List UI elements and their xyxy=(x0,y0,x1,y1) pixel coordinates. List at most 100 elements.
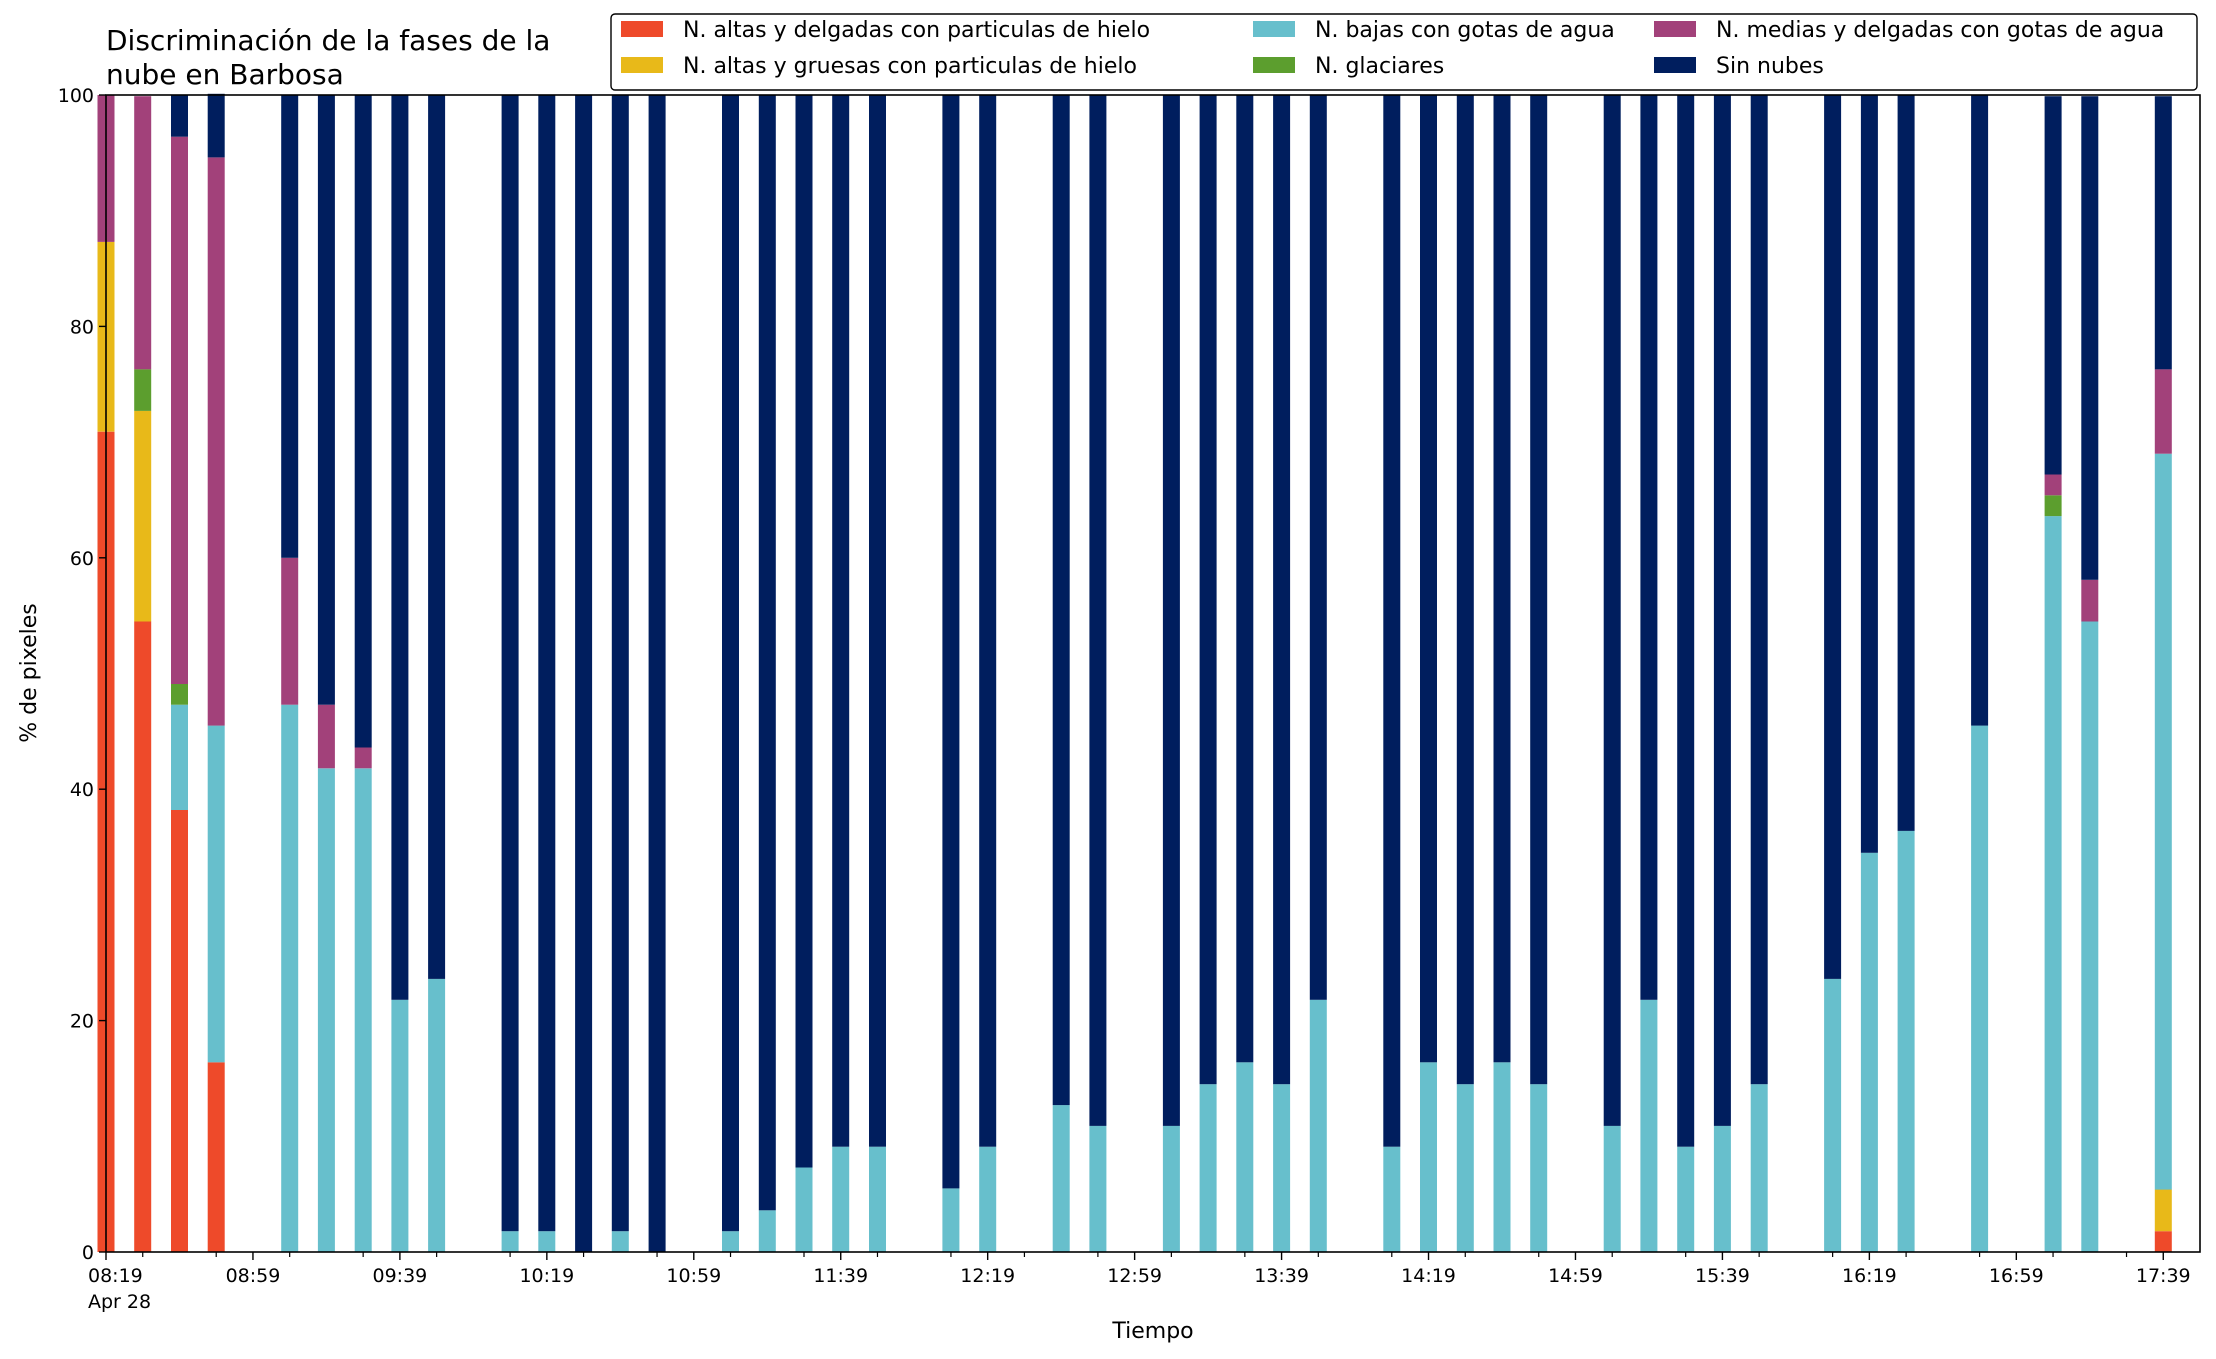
bar-segment-sin-nubes xyxy=(1236,95,1254,1063)
y-tick-label: 20 xyxy=(70,1011,94,1033)
bar-segment-sin-nubes xyxy=(832,95,850,1147)
bar-segment-n-bajas-con-gotas-de-agua xyxy=(722,1231,739,1252)
bar-segment-sin-nubes xyxy=(428,95,446,979)
x-tick-label: 11:39 xyxy=(813,1265,868,1287)
bar-segment-n-bajas-con-gotas-de-agua xyxy=(171,704,188,810)
bar-segment-sin-nubes xyxy=(207,93,225,158)
bar-segment-n-medias-y-delgadas-con-gotas-de-agua xyxy=(207,157,225,726)
y-tick-label: 100 xyxy=(58,85,94,107)
bar-segment-n-bajas-con-gotas-de-agua xyxy=(428,978,446,1252)
bar-segment-sin-nubes xyxy=(1860,95,1878,853)
bar-segment-sin-nubes xyxy=(722,95,739,1232)
bar-segment-n-bajas-con-gotas-de-agua xyxy=(1456,1084,1474,1252)
bar-segment-n-bajas-con-gotas-de-agua xyxy=(1713,1125,1731,1252)
bar-segment-sin-nubes xyxy=(538,95,556,1232)
bar-segment-n-bajas-con-gotas-de-agua xyxy=(832,1146,850,1252)
legend-swatch-n-altas-y-gruesas-con-particulas-de-hielo xyxy=(621,57,663,73)
x-tick-label: 17:39 xyxy=(2136,1265,2191,1287)
bar-segment-n-bajas-con-gotas-de-agua xyxy=(1236,1062,1254,1252)
x-tick-label: 10:59 xyxy=(666,1265,721,1287)
bar-segment-n-bajas-con-gotas-de-agua xyxy=(1640,999,1658,1252)
bar-segment-sin-nubes xyxy=(575,95,593,1252)
bar-segment-sin-nubes xyxy=(1052,95,1070,1106)
bar-segment-n-bajas-con-gotas-de-agua xyxy=(1383,1146,1401,1252)
bar-segment-n-bajas-con-gotas-de-agua xyxy=(2081,621,2099,1252)
bar-segment-sin-nubes xyxy=(758,95,776,1211)
bar-segment-n-bajas-con-gotas-de-agua xyxy=(942,1188,960,1252)
x-tick-label: 12:19 xyxy=(960,1265,1015,1287)
bar-segment-n-medias-y-delgadas-con-gotas-de-agua xyxy=(2154,369,2172,454)
bar-segment-n-bajas-con-gotas-de-agua xyxy=(869,1146,886,1252)
bar-segment-sin-nubes xyxy=(501,95,519,1232)
bar-segment-sin-nubes xyxy=(281,95,299,558)
bar-segment-sin-nubes xyxy=(1677,95,1695,1147)
legend-label-n-altas-y-delgadas-con-particulas-de-hielo: N. altas y delgadas con particulas de hi… xyxy=(683,18,1150,43)
bar-segment-n-medias-y-delgadas-con-gotas-de-agua xyxy=(2081,579,2099,622)
bar-segment-n-medias-y-delgadas-con-gotas-de-agua xyxy=(134,96,152,370)
bar-segment-n-altas-y-gruesas-con-particulas-de-hielo xyxy=(2154,1189,2172,1232)
bar-segment-n-bajas-con-gotas-de-agua xyxy=(538,1231,556,1252)
bar-segment-n-altas-y-gruesas-con-particulas-de-hielo xyxy=(134,410,152,622)
bar-segment-n-medias-y-delgadas-con-gotas-de-agua xyxy=(281,557,299,705)
bar-segment-sin-nubes xyxy=(648,95,666,1252)
bar-segment-sin-nubes xyxy=(1199,95,1217,1085)
bar-segment-sin-nubes xyxy=(1273,95,1291,1085)
bar-segment-n-bajas-con-gotas-de-agua xyxy=(1420,1062,1437,1252)
bar-segment-sin-nubes xyxy=(1420,95,1437,1063)
bar-segment-sin-nubes xyxy=(2154,96,2172,370)
bar-segment-n-bajas-con-gotas-de-agua xyxy=(2044,516,2062,1252)
bar-segment-n-bajas-con-gotas-de-agua xyxy=(1052,1105,1070,1252)
bar-segment-sin-nubes xyxy=(1493,95,1511,1063)
bar-segment-sin-nubes xyxy=(1456,95,1474,1085)
bar-segment-n-bajas-con-gotas-de-agua xyxy=(354,768,372,1252)
bar-segment-sin-nubes xyxy=(171,95,188,137)
bar-segment-sin-nubes xyxy=(1640,95,1658,1000)
bar-segment-n-glaciares xyxy=(2044,495,2062,517)
y-tick-label: 60 xyxy=(70,548,94,570)
bar-segment-n-medias-y-delgadas-con-gotas-de-agua xyxy=(317,704,335,769)
bar-segment-n-bajas-con-gotas-de-agua xyxy=(795,1167,813,1252)
x-tick-label: 14:19 xyxy=(1401,1265,1456,1287)
legend-label-sin-nubes: Sin nubes xyxy=(1716,54,1824,79)
bar-segment-n-altas-y-delgadas-con-particulas-de-hielo xyxy=(134,621,152,1252)
legend: N. altas y delgadas con particulas de hi… xyxy=(610,13,2198,91)
y-tick-label: 0 xyxy=(82,1242,94,1264)
x-tick-label: 08:19 xyxy=(88,1265,143,1287)
y-tick-label: 40 xyxy=(70,779,94,801)
x-tick-label: 14:59 xyxy=(1548,1265,1603,1287)
bar-segment-sin-nubes xyxy=(1824,95,1842,979)
bar-segment-n-bajas-con-gotas-de-agua xyxy=(281,704,299,1252)
bar-segment-sin-nubes xyxy=(1383,95,1401,1147)
bar-segment-n-altas-y-delgadas-con-particulas-de-hielo xyxy=(171,810,188,1252)
bar-segment-sin-nubes xyxy=(1309,95,1327,1000)
bar-segment-n-bajas-con-gotas-de-agua xyxy=(1603,1125,1621,1252)
bar-segment-sin-nubes xyxy=(1530,95,1548,1085)
bar-segment-n-bajas-con-gotas-de-agua xyxy=(1309,999,1327,1252)
axes-layer: 0 20 40 60 80 100 08:19 Apr 28 08:59 09:39 10:19 10… xyxy=(58,85,2191,1313)
x-tick-label: 12:59 xyxy=(1107,1265,1162,1287)
bar-segment-sin-nubes xyxy=(1897,95,1915,831)
bar-segment-n-bajas-con-gotas-de-agua xyxy=(1750,1084,1768,1252)
bar-segment-sin-nubes xyxy=(869,95,886,1147)
bar-segment-n-medias-y-delgadas-con-gotas-de-agua xyxy=(2044,474,2062,496)
chart-title-line-2: nube en Barbosa xyxy=(106,58,344,91)
bar-segment-n-bajas-con-gotas-de-agua xyxy=(317,768,335,1252)
bar-segment-n-altas-y-delgadas-con-particulas-de-hielo xyxy=(2154,1231,2172,1252)
bar-segment-sin-nubes xyxy=(1713,95,1731,1126)
bar-segment-n-bajas-con-gotas-de-agua xyxy=(611,1231,629,1252)
plot-frame xyxy=(105,94,2201,1253)
bar-segment-n-bajas-con-gotas-de-agua xyxy=(1273,1084,1291,1252)
bars-layer xyxy=(97,93,2172,1252)
x-tick-label: 15:39 xyxy=(1695,1265,1750,1287)
bar-segment-sin-nubes xyxy=(1750,95,1768,1085)
bar-segment-sin-nubes xyxy=(979,95,997,1147)
bar-segment-sin-nubes xyxy=(1162,95,1180,1126)
legend-swatch-sin-nubes xyxy=(1654,57,1696,73)
bar-segment-n-bajas-con-gotas-de-agua xyxy=(501,1231,519,1252)
bar-segment-n-bajas-con-gotas-de-agua xyxy=(1493,1062,1511,1252)
legend-swatch-n-bajas-con-gotas-de-agua xyxy=(1253,21,1295,37)
bar-segment-sin-nubes xyxy=(942,95,960,1189)
bar-segment-sin-nubes xyxy=(2081,96,2099,580)
